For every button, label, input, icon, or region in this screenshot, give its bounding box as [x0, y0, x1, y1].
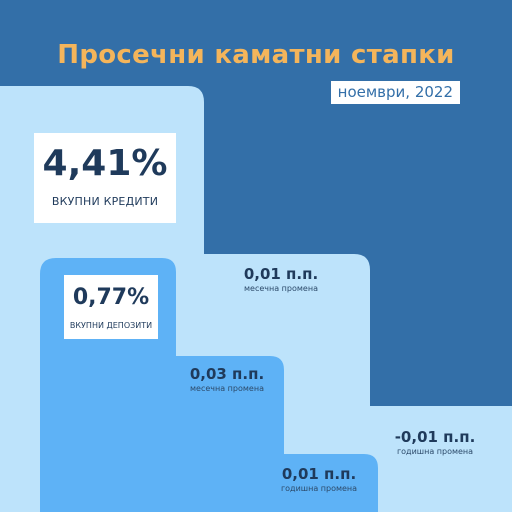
loans-yearly-value: -0,01 п.п. [394, 428, 476, 446]
loans-rate: 4,41% [42, 143, 168, 184]
loans-yearly-change: -0,01 п.п. годишна промена [380, 428, 490, 456]
deposits-yearly-value: 0,01 п.п. [281, 465, 357, 483]
deposits-label: ВКУПНИ ДЕПОЗИТИ [69, 321, 153, 330]
deposits-monthly-label: месечна промена [190, 384, 264, 393]
loans-monthly-value: 0,01 п.п. [243, 265, 319, 283]
period-badge: ноември, 2022 [330, 81, 460, 104]
loans-label: ВКУПНИ КРЕДИТИ [51, 195, 159, 208]
loans-card: 4,41% ВКУПНИ КРЕДИТИ [34, 133, 176, 223]
deposits-yearly-label: годишна промена [280, 484, 358, 493]
deposits-yearly-change: 0,01 п.п. годишна промена [264, 465, 374, 493]
page-title: Просечни каматни стапки [57, 40, 455, 70]
deposits-monthly-value: 0,03 п.п. [189, 365, 265, 383]
loans-yearly-label: годишна промена [396, 447, 474, 456]
deposits-card: 0,77% ВКУПНИ ДЕПОЗИТИ [64, 275, 158, 339]
loans-monthly-label: месечна промена [244, 284, 318, 293]
loans-monthly-change: 0,01 п.п. месечна промена [226, 265, 336, 293]
deposits-rate: 0,77% [72, 285, 150, 310]
deposits-monthly-change: 0,03 п.п. месечна промена [172, 365, 282, 393]
